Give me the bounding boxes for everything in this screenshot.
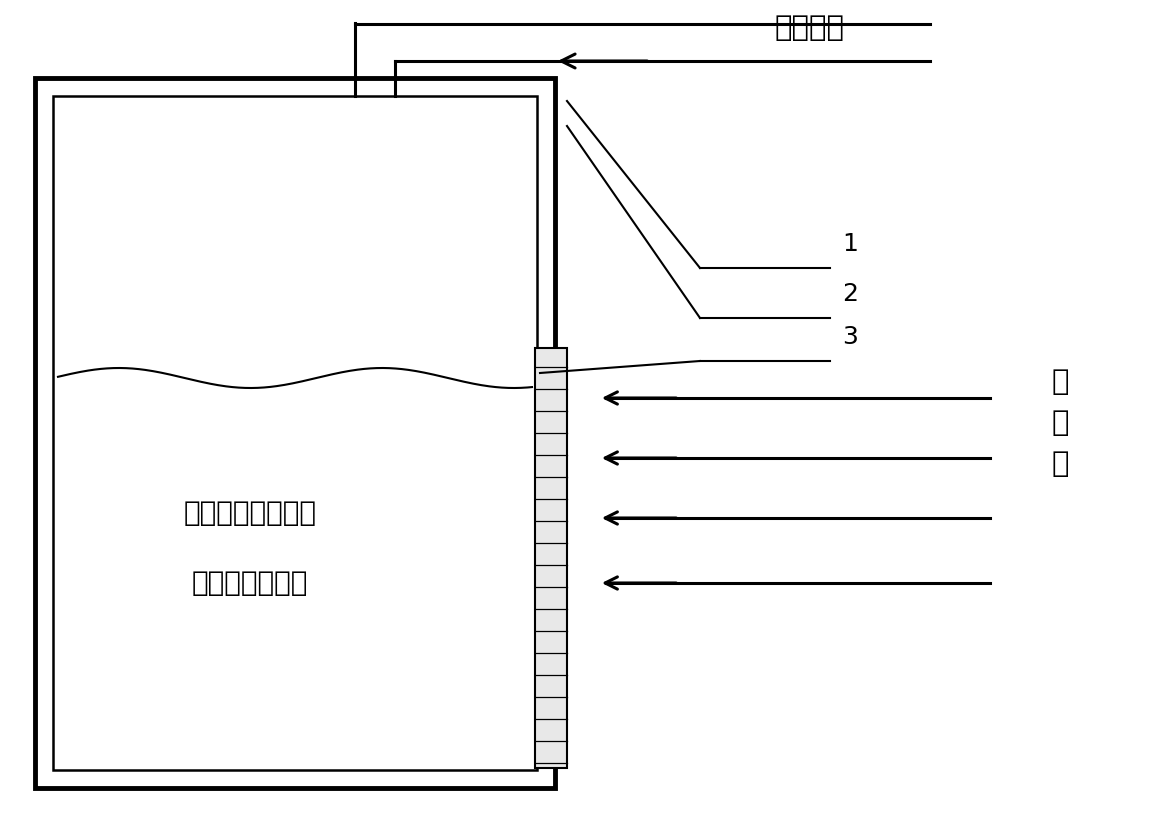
Text: 的无水乙醇溶液: 的无水乙醇溶液 <box>192 569 308 597</box>
Polygon shape <box>535 348 566 768</box>
Text: 氪气保护: 氪气保护 <box>774 14 845 42</box>
Text: 含贵金属的化合物: 含贵金属的化合物 <box>184 499 316 527</box>
Text: 紫
外
光: 紫 外 光 <box>1051 368 1069 478</box>
Text: 3: 3 <box>842 325 858 349</box>
Text: 1: 1 <box>842 232 858 256</box>
Text: 2: 2 <box>842 282 858 306</box>
